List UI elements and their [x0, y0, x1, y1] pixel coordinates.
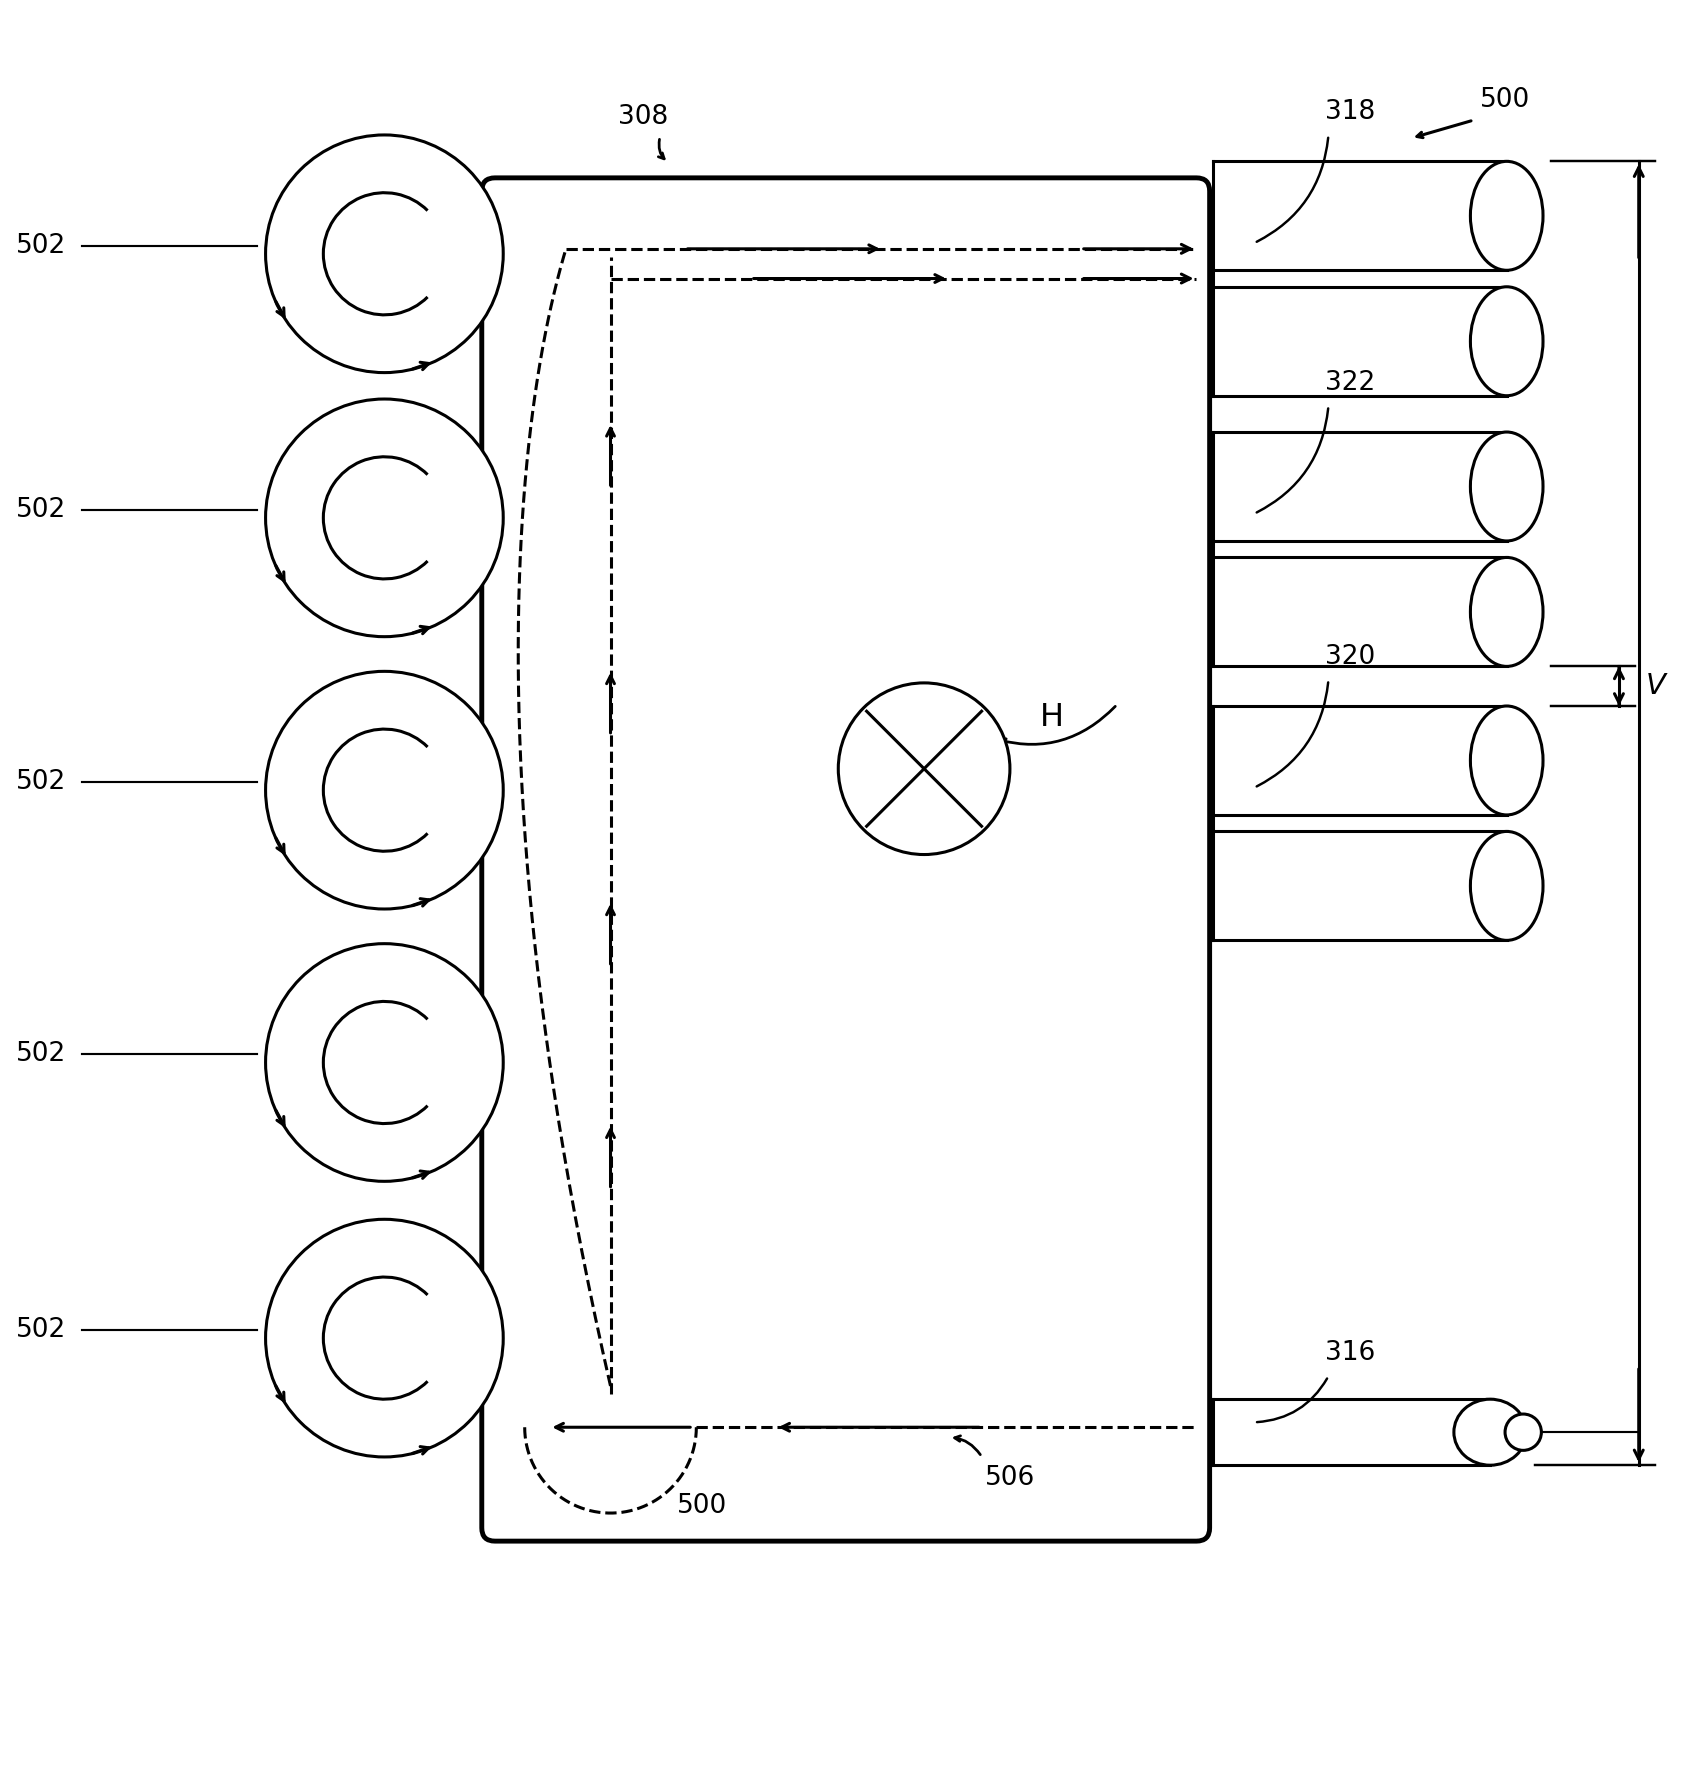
Ellipse shape: [1470, 832, 1542, 941]
Ellipse shape: [1453, 1399, 1527, 1465]
Circle shape: [266, 400, 503, 637]
Text: 500: 500: [676, 1494, 727, 1519]
Text: 318: 318: [1325, 98, 1376, 125]
Text: 502: 502: [15, 769, 66, 794]
Text: 502: 502: [15, 1041, 66, 1067]
Text: 322: 322: [1325, 369, 1376, 396]
Circle shape: [266, 1219, 503, 1457]
Ellipse shape: [1470, 707, 1542, 816]
Ellipse shape: [1470, 161, 1542, 270]
Text: 506: 506: [986, 1465, 1036, 1490]
Text: 500: 500: [1480, 87, 1531, 114]
Circle shape: [266, 136, 503, 373]
Ellipse shape: [1470, 432, 1542, 541]
Text: 320: 320: [1325, 644, 1376, 669]
Circle shape: [1505, 1414, 1541, 1451]
FancyBboxPatch shape: [481, 178, 1209, 1540]
Text: 316: 316: [1325, 1341, 1376, 1366]
Text: 502: 502: [15, 496, 66, 523]
Circle shape: [266, 671, 503, 909]
Text: 308: 308: [619, 104, 669, 130]
Ellipse shape: [1470, 557, 1542, 666]
Text: 502: 502: [15, 1317, 66, 1342]
Text: V: V: [1645, 673, 1665, 700]
Text: 502: 502: [15, 232, 66, 259]
Circle shape: [838, 684, 1009, 855]
Ellipse shape: [1470, 287, 1542, 396]
Text: H: H: [1039, 702, 1063, 732]
Circle shape: [266, 944, 503, 1182]
